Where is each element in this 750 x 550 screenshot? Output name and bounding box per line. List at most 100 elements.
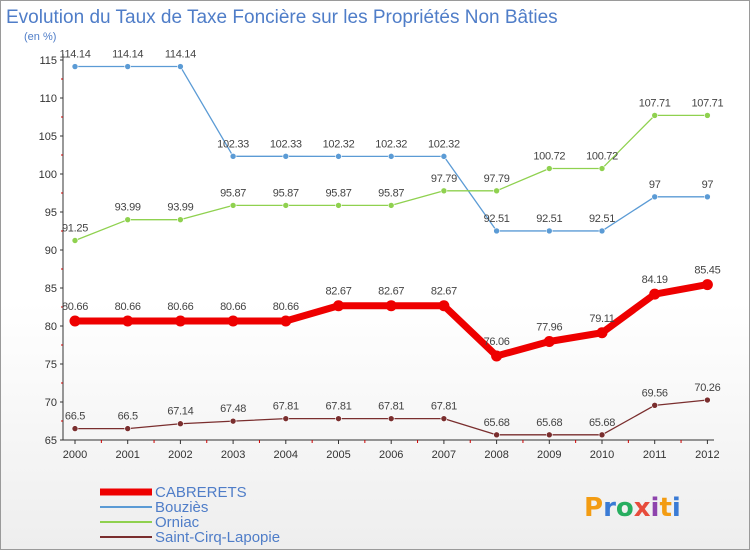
- x-tick-label: 2005: [326, 449, 350, 461]
- data-point: [545, 431, 553, 439]
- data-label: 67.81: [378, 401, 404, 413]
- data-label: 114.14: [112, 49, 143, 61]
- data-label: 69.56: [642, 387, 668, 399]
- chart-unit: (en %): [24, 31, 56, 43]
- data-label: 70.26: [694, 382, 720, 394]
- data-point: [704, 112, 711, 119]
- data-point: [651, 402, 659, 409]
- data-point: [335, 202, 342, 209]
- data-label: 91.25: [62, 223, 88, 235]
- data-label: 95.87: [220, 187, 246, 199]
- data-label: 102.32: [375, 138, 407, 150]
- y-tick-label: 95: [45, 207, 57, 219]
- data-label: 80.66: [62, 301, 88, 313]
- logo-text: Proxiti: [584, 493, 681, 523]
- data-labels: 80.66 80.66 80.66 80.66 80.66 82.67 82.67 82.67…: [59, 49, 723, 429]
- x-tick-label: 2004: [274, 449, 298, 461]
- data-label: 65.68: [536, 417, 562, 429]
- data-point: [596, 327, 608, 339]
- chart-title: Evolution du Taux de Taxe Foncière sur l…: [6, 7, 558, 28]
- data-label: 97.79: [484, 173, 510, 185]
- data-label: 80.66: [220, 301, 246, 313]
- data-point: [280, 315, 292, 327]
- data-point: [701, 279, 713, 291]
- data-label: 67.81: [431, 401, 457, 413]
- x-tick-label: 2012: [695, 449, 719, 461]
- data-label: 84.19: [642, 274, 668, 286]
- data-point: [177, 420, 184, 428]
- data-label: 93.99: [167, 202, 193, 214]
- data-point: [124, 216, 131, 223]
- x-tick-label: 2009: [537, 449, 561, 461]
- y-tick-label: 65: [45, 435, 57, 447]
- x-tick-label: 2010: [590, 449, 614, 461]
- y-tick-label: 70: [45, 397, 57, 409]
- data-point: [124, 425, 131, 432]
- data-label: 85.45: [694, 265, 720, 277]
- y-tick-label: 100: [39, 169, 57, 181]
- legend-item: Bouziès: [100, 499, 208, 516]
- data-label: 67.81: [325, 401, 351, 413]
- data-label: 102.32: [323, 138, 355, 150]
- data-label: 76.06: [484, 336, 510, 348]
- series-layer: [69, 63, 713, 439]
- data-label: 80.66: [273, 301, 299, 313]
- data-point: [282, 202, 290, 209]
- axes: 65 70 75 80 85 90 95 100 105 110 115 2000 2001 2002 20…: [39, 54, 720, 461]
- data-point: [333, 300, 344, 312]
- data-label: 107.71: [691, 97, 723, 109]
- data-point: [177, 63, 184, 70]
- legend-label: Bouziès: [155, 499, 208, 516]
- y-tick-label: 90: [45, 245, 57, 257]
- x-tick-label: 2008: [484, 449, 508, 461]
- data-point: [227, 315, 239, 327]
- data-point: [387, 153, 395, 160]
- data-label: 67.14: [167, 406, 193, 418]
- data-label: 66.5: [65, 411, 85, 423]
- data-point: [704, 193, 711, 201]
- data-label: 97: [649, 179, 661, 191]
- data-point: [335, 153, 342, 160]
- data-point: [282, 415, 290, 422]
- data-point: [545, 165, 553, 172]
- data-label: 97.79: [431, 173, 457, 185]
- data-label: 67.48: [220, 403, 246, 415]
- x-tick-label: 2007: [432, 449, 456, 461]
- data-point: [651, 112, 659, 119]
- data-point: [229, 152, 237, 160]
- data-label: 114.14: [59, 49, 90, 61]
- data-point: [122, 315, 134, 327]
- data-point: [651, 193, 659, 201]
- data-label: 93.99: [115, 202, 141, 214]
- data-label: 82.67: [431, 286, 457, 298]
- legend-item: Orniac: [100, 514, 200, 531]
- x-tick-label: 2001: [115, 449, 139, 461]
- data-label: 95.87: [325, 187, 351, 199]
- data-label: 95.87: [273, 187, 299, 199]
- data-point: [229, 417, 237, 425]
- data-label: 82.67: [378, 286, 404, 298]
- y-tick-label: 80: [45, 321, 57, 333]
- legend-label: CABRERETS: [155, 484, 247, 501]
- data-point: [124, 63, 131, 70]
- data-label: 102.33: [270, 138, 302, 150]
- data-point: [387, 202, 395, 209]
- data-label: 107.71: [639, 97, 671, 109]
- data-label: 92.51: [484, 213, 510, 225]
- data-label: 97: [702, 179, 714, 191]
- series-orniac: [71, 112, 711, 244]
- y-tick-label: 115: [39, 55, 57, 67]
- y-tick-label: 75: [45, 359, 57, 371]
- y-tick-label: 105: [39, 131, 57, 143]
- series-saint-cirq-lapopie: [71, 396, 711, 439]
- data-point: [177, 216, 184, 223]
- x-tick-label: 2000: [63, 449, 87, 461]
- data-label: 67.81: [273, 401, 299, 413]
- data-point: [598, 431, 606, 439]
- data-point: [440, 187, 448, 195]
- data-point: [387, 415, 395, 422]
- data-label: 114.14: [165, 49, 196, 61]
- x-tick-label: 2003: [221, 449, 245, 461]
